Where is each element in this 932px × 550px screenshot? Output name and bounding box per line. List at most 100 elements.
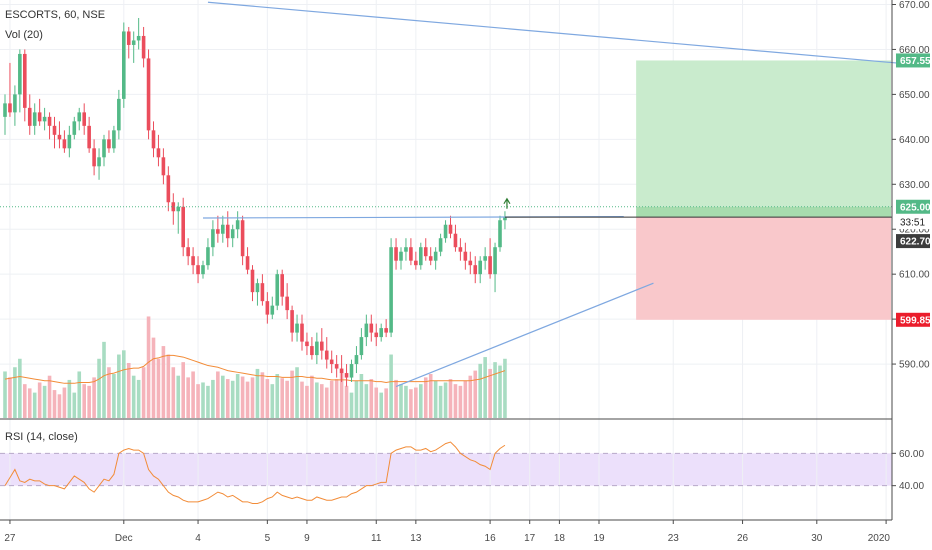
countdown-badge: [896, 215, 930, 230]
volume-ma-line: [4, 354, 506, 384]
volume-bar: [201, 382, 205, 418]
rsi-axis-ticks: 60.00 40.00: [892, 449, 924, 492]
volume-bar: [463, 380, 468, 418]
volume-bar: [404, 385, 408, 418]
candle: [260, 274, 265, 306]
volume-bar: [369, 379, 374, 418]
candle: [409, 238, 413, 266]
volume-bar: [433, 380, 438, 418]
candle: [468, 251, 473, 275]
loss-zone: [636, 217, 891, 320]
volume-bar: [82, 384, 86, 418]
candle: [498, 215, 502, 252]
candle: [448, 215, 453, 239]
volume-bar: [399, 384, 403, 418]
volume-bar: [77, 371, 82, 418]
entry-price-badge-label: 625.00: [900, 202, 931, 213]
candle: [211, 220, 215, 257]
price-scale[interactable]: [892, 0, 932, 520]
price-badges: 657.55 625.00 33:51 622.70 599.85: [896, 53, 931, 327]
volume-bar: [240, 376, 245, 418]
candle: [488, 238, 492, 279]
candle: [240, 215, 245, 266]
volume-legend[interactable]: Vol (20): [5, 29, 43, 41]
candle: [389, 238, 393, 338]
volume-bar: [448, 379, 453, 418]
volume-bar: [270, 384, 275, 418]
volume-bar: [419, 384, 423, 418]
symbol-legend[interactable]: ESCORTS, 60, NSE: [5, 9, 105, 21]
volume-bar: [225, 379, 230, 418]
candle: [27, 94, 32, 135]
volume-bar: [146, 316, 151, 418]
candle: [82, 103, 86, 135]
volume-bar: [151, 337, 156, 418]
long-position-tool[interactable]: [636, 60, 891, 320]
volume-bar: [196, 384, 200, 418]
candle: [37, 98, 42, 126]
stop-price-badge: [896, 312, 930, 327]
volume-bar: [67, 379, 72, 418]
candle: [3, 94, 7, 135]
volume-bar: [443, 382, 448, 418]
volume-bar: [310, 375, 314, 418]
time-tick-label: 11: [371, 533, 382, 544]
candle: [87, 116, 91, 153]
candle: [295, 314, 299, 342]
candle: [315, 332, 319, 365]
volume-bar: [349, 392, 354, 418]
candle: [77, 107, 82, 131]
candle: [305, 332, 309, 356]
price-tick-label: 640.00: [899, 135, 930, 146]
volume-bar: [216, 371, 220, 418]
candle: [23, 49, 27, 122]
volume-bar: [62, 387, 67, 418]
candle: [67, 125, 72, 158]
entry-arrow-icon: [503, 197, 511, 209]
volume-bar: [423, 377, 428, 418]
candle: [62, 130, 67, 153]
candle: [419, 242, 423, 270]
candle: [181, 197, 185, 257]
candle: [280, 269, 284, 306]
candle: [141, 26, 146, 68]
candle: [166, 166, 171, 212]
price-tick-label: 590.00: [899, 360, 930, 371]
time-tick-label: 2020: [868, 533, 891, 544]
candlesticks: [3, 17, 507, 387]
candle: [216, 215, 220, 243]
candle: [285, 283, 289, 320]
countdown-badge-label: 33:51: [900, 218, 925, 229]
time-tick-label: 9: [304, 533, 310, 544]
rsi-tick-label: 40.00: [899, 481, 924, 492]
candle: [275, 269, 280, 311]
candle: [186, 238, 190, 266]
time-tick-label: 13: [410, 533, 422, 544]
volume-bar: [260, 372, 265, 418]
volume-bar: [315, 382, 319, 418]
volume-bar: [42, 385, 47, 418]
candle: [443, 220, 448, 243]
candle: [344, 364, 349, 387]
candle: [97, 148, 101, 180]
volume-bar: [324, 387, 329, 418]
candle: [13, 85, 17, 126]
volume-bar: [112, 374, 116, 418]
target-price-badge: [896, 53, 930, 68]
entry-price-badge: [896, 199, 930, 214]
volume-bar: [488, 368, 492, 418]
volume-bar: [295, 367, 299, 418]
candle: [300, 314, 304, 351]
profit-zone-entry: [636, 206, 891, 218]
time-axis[interactable]: 27 Dec 4 5 9 11 13 16 17 18 19 23 26 30 2020: [4, 520, 890, 544]
candle: [438, 233, 443, 257]
candle: [503, 211, 507, 230]
candle: [126, 26, 131, 59]
candle: [221, 215, 225, 243]
rsi-legend[interactable]: RSI (14, close): [5, 431, 78, 443]
candle: [310, 337, 314, 360]
candle: [290, 305, 294, 342]
volume-bar: [394, 379, 398, 418]
candle: [364, 314, 369, 347]
